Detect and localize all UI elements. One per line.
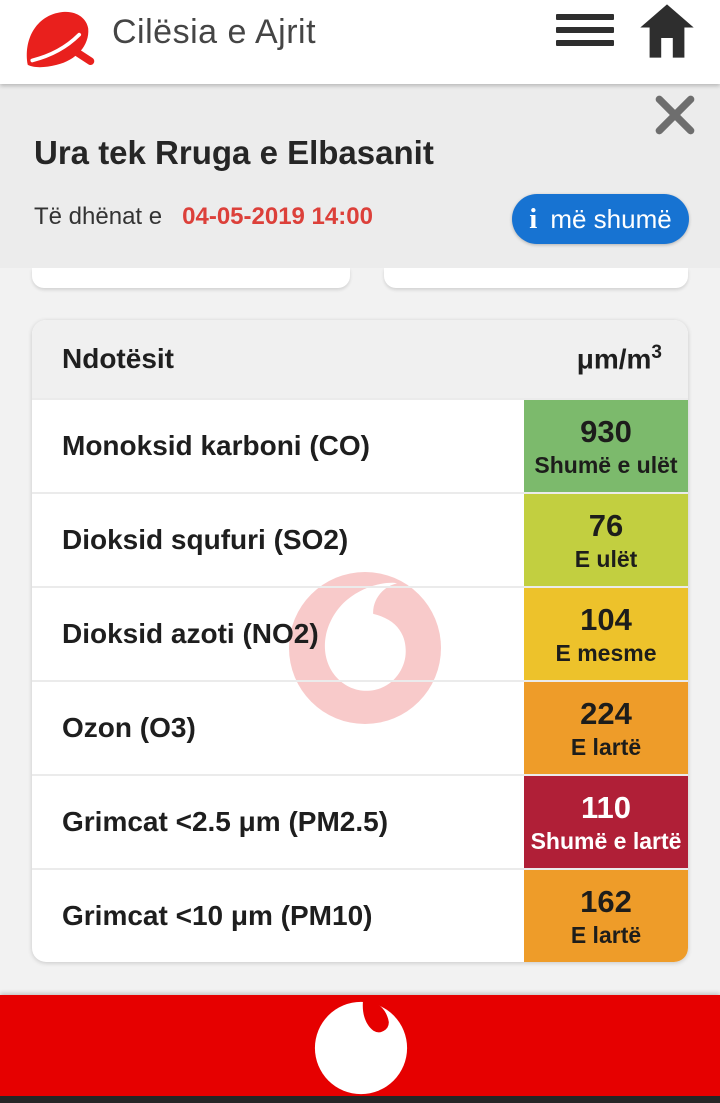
pollutant-row: Grimcat <10 μm (PM10) 162 E lartë (32, 868, 688, 962)
table-title: Ndotësit (62, 343, 174, 374)
pollutant-value: 930 (580, 413, 632, 449)
pollutant-name: Dioksid squfuri (SO2) (62, 524, 349, 555)
pollutant-row: Grimcat <2.5 μm (PM2.5) 110 Shumë e lart… (32, 774, 688, 868)
leaf-logo-icon (26, 11, 95, 68)
pollutant-level-cell: 104 E mesme (524, 588, 688, 680)
vodafone-logo-icon (314, 1001, 408, 1095)
pollutant-value: 224 (580, 695, 632, 731)
menu-icon (556, 14, 614, 20)
more-button-label: më shumë (550, 203, 672, 234)
station-name: Ura tek Rruga e Elbasanit (34, 134, 434, 171)
partial-card-right (384, 268, 688, 288)
pollutant-level-label: E mesme (555, 639, 657, 666)
bottom-system-bar (0, 1096, 720, 1103)
footer-bar (0, 995, 720, 1096)
pollutant-name: Grimcat <10 μm (PM10) (62, 900, 373, 931)
pollutant-level-label: E lartë (570, 921, 642, 948)
data-label: Të dhënat e (34, 203, 163, 230)
pollutant-value: 76 (588, 507, 624, 543)
pollutant-level-label: E lartë (570, 733, 642, 760)
menu-button[interactable] (556, 12, 616, 52)
pollutant-row: Ozon (O3) 224 E lartë (32, 680, 688, 774)
pollutant-name: Grimcat <2.5 μm (PM2.5) (62, 806, 389, 837)
pollutant-row: Dioksid azoti (NO2) 104 E mesme (32, 586, 688, 680)
station-panel: Ura tek Rruga e Elbasanit Të dhënat e 04… (0, 84, 720, 268)
home-button[interactable] (636, 2, 698, 60)
more-info-button[interactable]: i më shumë (512, 194, 689, 244)
pollutant-value: 104 (580, 601, 632, 637)
pollutant-value: 162 (580, 883, 632, 919)
pollutant-level-label: Shumë e ulët (534, 451, 678, 478)
pollutant-name: Ozon (O3) (62, 712, 196, 743)
pollutant-level-cell: 930 Shumë e ulët (524, 400, 688, 492)
partial-card-left (32, 268, 350, 288)
pollutant-row: Dioksid squfuri (SO2) 76 E ulët (32, 492, 688, 586)
pollutant-level-cell: 162 E lartë (524, 870, 688, 962)
pollutant-row: Monoksid karboni (CO) 930 Shumë e ulët (32, 398, 688, 492)
pollutant-level-cell: 224 E lartë (524, 682, 688, 774)
pollutant-level-cell: 110 Shumë e lartë (524, 776, 688, 868)
home-icon (640, 4, 694, 58)
pollutant-name: Monoksid karboni (CO) (62, 430, 370, 461)
app-bar: Cilësia e Ajrit (0, 0, 720, 84)
pollutant-rows: Monoksid karboni (CO) 930 Shumë e ulët D… (32, 398, 688, 962)
pollutant-level-cell: 76 E ulët (524, 494, 688, 586)
pollutants-card: Ndotësit μm/m3 Monoksid karboni (CO) 930… (32, 320, 688, 962)
page-title: Cilësia e Ajrit (112, 13, 317, 51)
close-icon (655, 95, 695, 135)
table-header-row: Ndotësit μm/m3 (32, 320, 688, 398)
data-timestamp: Të dhënat e 04-05-2019 14:00 (34, 203, 373, 231)
datetime-value: 04-05-2019 14:00 (182, 203, 373, 230)
pollutant-value: 110 (580, 789, 631, 825)
unit-label: μm/m3 (576, 342, 662, 375)
info-icon: i (529, 202, 538, 235)
pollutant-level-label: E ulët (574, 545, 638, 572)
close-button[interactable] (652, 92, 698, 138)
vodafone-watermark-icon (289, 572, 441, 724)
pollutant-name: Dioksid azoti (NO2) (62, 618, 319, 649)
pollutant-level-label: Shumë e lartë (530, 827, 682, 854)
